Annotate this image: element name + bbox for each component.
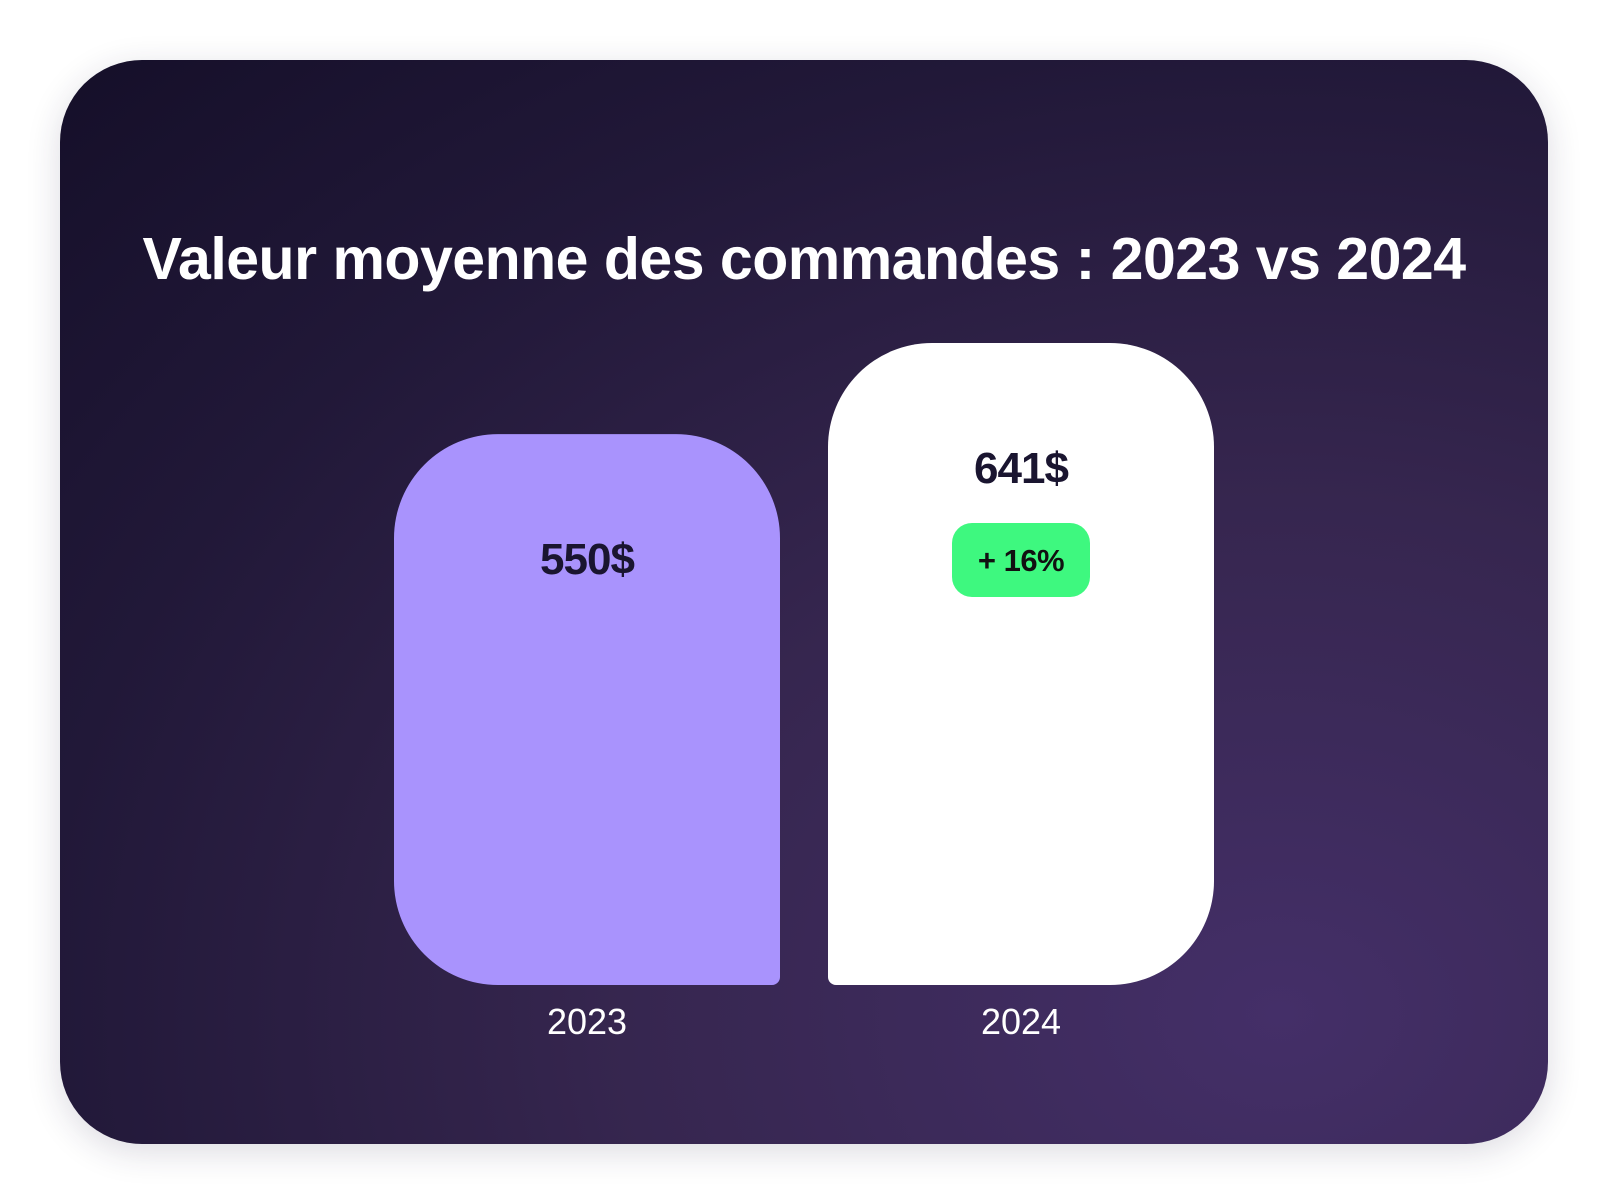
change-badge xyxy=(952,523,1090,597)
value-label-2024: 641$ xyxy=(974,444,1068,493)
value-label-2023: 550$ xyxy=(540,535,634,584)
chart-card: Valeur moyenne des commandes : 2023 vs 2… xyxy=(60,60,1548,1144)
bar-2024 xyxy=(828,343,1214,985)
chart-title: Valeur moyenne des commandes : 2023 vs 2… xyxy=(142,226,1466,292)
category-label-2024: 2024 xyxy=(981,1001,1061,1042)
change-badge-text: + 16% xyxy=(978,543,1064,578)
category-label-2023: 2023 xyxy=(547,1001,627,1042)
bar-2023 xyxy=(394,434,780,985)
